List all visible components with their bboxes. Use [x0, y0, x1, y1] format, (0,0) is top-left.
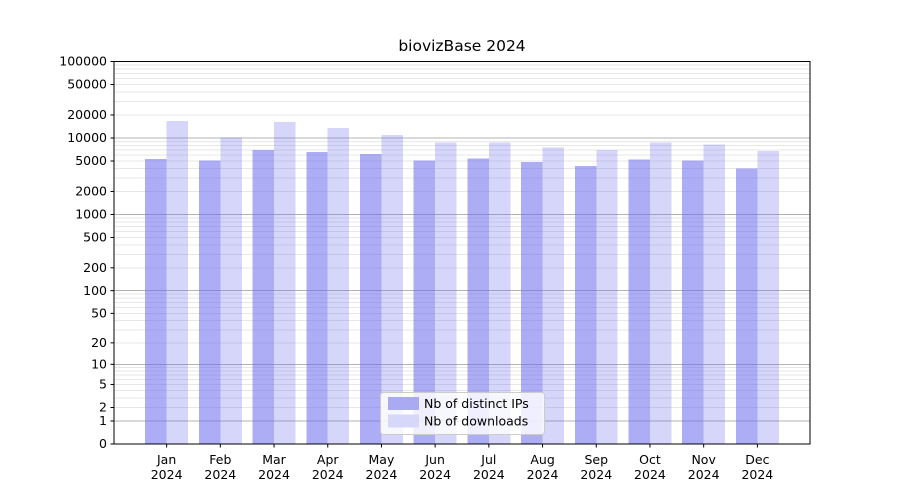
- legend-label-downloads: Nb of downloads: [424, 414, 528, 429]
- bars: [145, 120, 779, 445]
- y-axis-tick-label: 1000: [75, 207, 107, 222]
- y-axis-tick-label: 1: [99, 413, 107, 428]
- x-axis-tick-label: Sep 2024: [580, 452, 612, 482]
- bar-downloads: [703, 144, 726, 444]
- y-axis-tick-label: 5: [99, 377, 107, 392]
- legend-box: [380, 392, 545, 435]
- bar-distinct-ips: [413, 160, 436, 444]
- bar-distinct-ips: [682, 160, 704, 444]
- plot-frame: [113, 61, 811, 445]
- bar-downloads: [596, 149, 618, 444]
- y-axis-tick-label: 0: [99, 436, 107, 451]
- y-axis-tick-label: 500: [83, 230, 107, 245]
- x-axis-tick-label: Jan 2024: [151, 452, 183, 482]
- bar-downloads: [220, 137, 242, 445]
- legend: Nb of distinct IPs Nb of downloads: [380, 392, 545, 435]
- y-axis-tick-label: 200: [83, 260, 107, 275]
- x-axis: Jan 2024 Feb 2024 Mar 2024 Apr 2024 May 2024 Jun 20…: [151, 444, 773, 482]
- y-axis-tick-label: 10: [91, 356, 107, 371]
- x-axis-tick-label: Nov 2024: [688, 452, 720, 482]
- bar-distinct-ips: [521, 162, 543, 444]
- bar-distinct-ips: [306, 151, 328, 444]
- bar-downloads: [488, 142, 511, 444]
- y-axis-tick-label: 2: [99, 400, 107, 415]
- legend-swatch-downloads: [388, 414, 419, 428]
- x-axis-tick-label: Oct 2024: [634, 452, 666, 482]
- bar-downloads: [542, 147, 565, 444]
- y-axis-tick-label: 2000: [75, 184, 107, 199]
- x-axis-tick-label: Feb 2024: [204, 452, 236, 482]
- bar-downloads: [435, 142, 457, 444]
- y-axis-tick-label: 50: [91, 305, 107, 320]
- legend-label-distinct-ips: Nb of distinct IPs: [424, 396, 529, 411]
- bar-downloads: [757, 150, 779, 444]
- bar-distinct-ips: [252, 149, 275, 444]
- x-axis-tick-label: Apr 2024: [312, 452, 344, 482]
- x-axis-tick-label: Jul 2024: [473, 452, 505, 482]
- bar-downloads: [381, 134, 403, 445]
- bar-distinct-ips: [735, 168, 758, 445]
- chart-title: biovizBase 2024: [398, 37, 525, 55]
- y-axis-tick-label: 5000: [75, 153, 107, 168]
- y-axis-tick-label: 10000: [67, 130, 107, 145]
- bar-downloads: [649, 142, 672, 444]
- bar-distinct-ips: [359, 153, 382, 444]
- y-axis: 1000005000020000100005000200010005002001…: [59, 54, 114, 451]
- x-axis-tick-label: Aug 2024: [527, 452, 559, 482]
- bar-distinct-ips: [467, 158, 489, 444]
- y-axis-tick-label: 20: [91, 335, 107, 350]
- bar-downloads: [166, 120, 189, 444]
- legend-swatch-distinct-ips: [388, 397, 419, 410]
- x-axis-tick-label: Dec 2024: [741, 452, 773, 482]
- x-axis-tick-label: May 2024: [366, 452, 398, 482]
- y-axis-tick-label: 100000: [59, 54, 107, 69]
- bar-downloads: [327, 127, 350, 444]
- y-axis-tick-label: 100: [83, 283, 107, 298]
- bar-distinct-ips: [145, 159, 167, 445]
- y-axis-tick-label: 20000: [67, 107, 107, 122]
- x-axis-tick-label: Mar 2024: [258, 452, 290, 482]
- bar-distinct-ips: [574, 166, 597, 445]
- bar-distinct-ips: [198, 160, 221, 444]
- bar-distinct-ips: [628, 159, 650, 444]
- y-axis-tick-label: 50000: [67, 77, 107, 92]
- bar-downloads: [274, 121, 296, 444]
- x-axis-tick-label: Jun 2024: [419, 452, 451, 482]
